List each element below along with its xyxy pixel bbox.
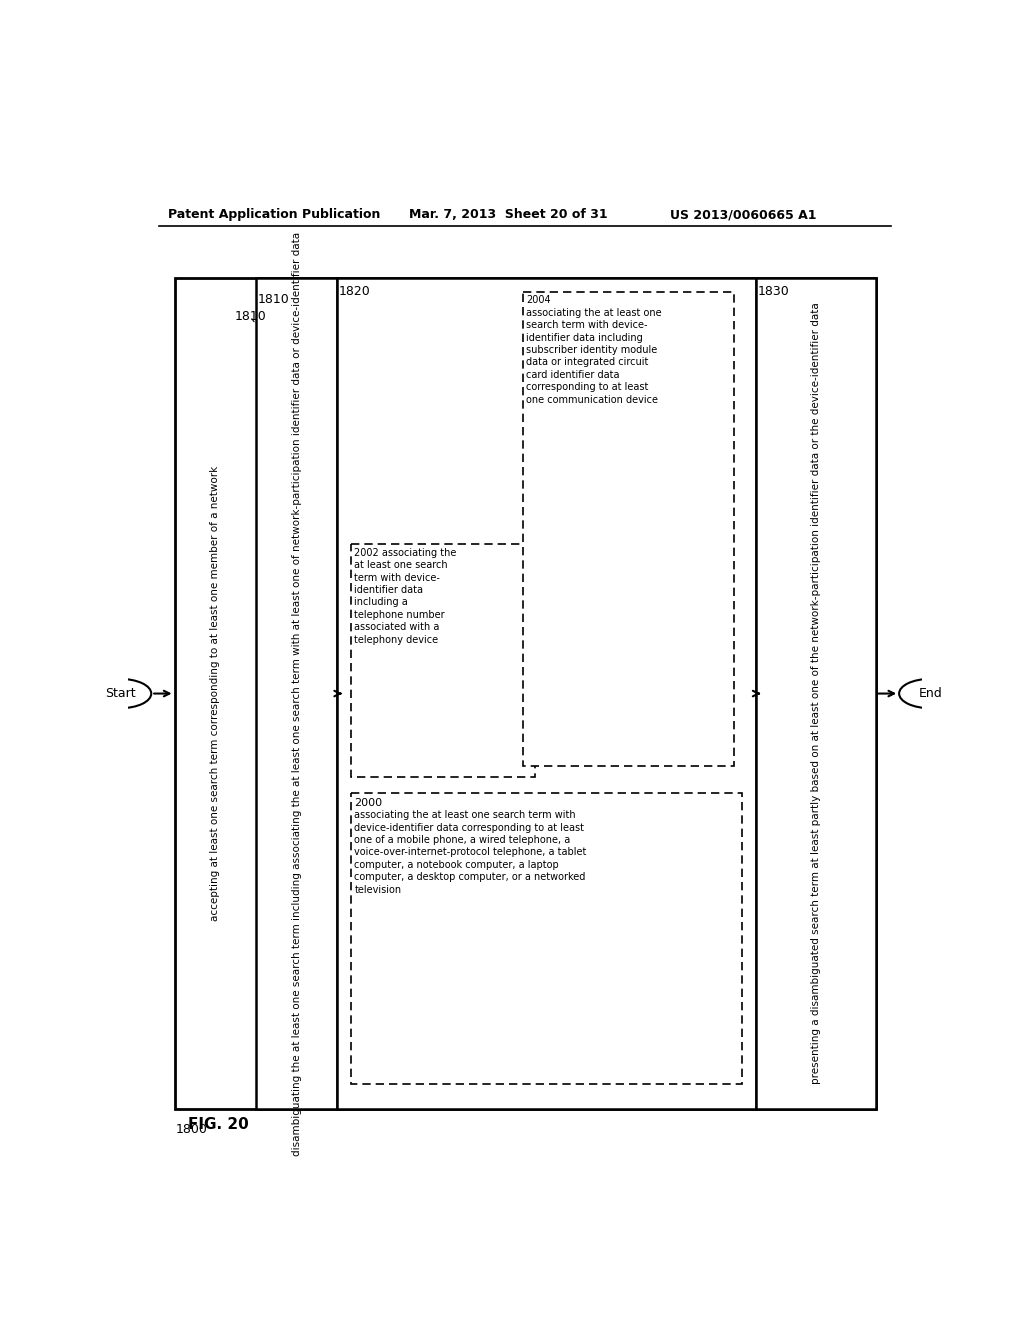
Text: Mar. 7, 2013  Sheet 20 of 31: Mar. 7, 2013 Sheet 20 of 31 — [409, 209, 607, 222]
Text: End: End — [919, 686, 942, 700]
Ellipse shape — [89, 678, 152, 708]
Bar — [351, 793, 741, 1085]
Text: associating the at least one search term with
device-identifier data correspondi: associating the at least one search term… — [354, 810, 587, 895]
Text: 2000: 2000 — [354, 799, 382, 808]
Text: 2004
associating the at least one
search term with device-
identifier data inclu: 2004 associating the at least one search… — [526, 296, 662, 405]
Text: FIG. 20: FIG. 20 — [188, 1117, 249, 1133]
Text: 1820: 1820 — [339, 285, 371, 298]
Bar — [756, 277, 876, 1109]
Ellipse shape — [899, 678, 962, 708]
Text: 1810: 1810 — [257, 293, 289, 306]
Text: disambiguating the at least one search term including associating the at least o: disambiguating the at least one search t… — [292, 231, 301, 1155]
Bar — [337, 277, 756, 1109]
Text: presenting a disambiguated search term at least partly based on at least one of : presenting a disambiguated search term a… — [811, 302, 821, 1085]
Text: accepting at least one search term corresponding to at least one member of a net: accepting at least one search term corre… — [210, 466, 220, 921]
Text: Start: Start — [104, 686, 135, 700]
Bar — [523, 292, 734, 766]
Bar — [256, 277, 337, 1109]
Text: Patent Application Publication: Patent Application Publication — [168, 209, 381, 222]
Text: 2002 associating the
at least one search
term with device-
identifier data
inclu: 2002 associating the at least one search… — [354, 548, 457, 644]
Text: US 2013/0060665 A1: US 2013/0060665 A1 — [671, 209, 817, 222]
Text: 1830: 1830 — [758, 285, 790, 298]
Bar — [351, 544, 535, 776]
Text: 1810: 1810 — [234, 310, 266, 323]
Bar — [174, 277, 876, 1109]
Text: 1800: 1800 — [176, 1123, 208, 1137]
